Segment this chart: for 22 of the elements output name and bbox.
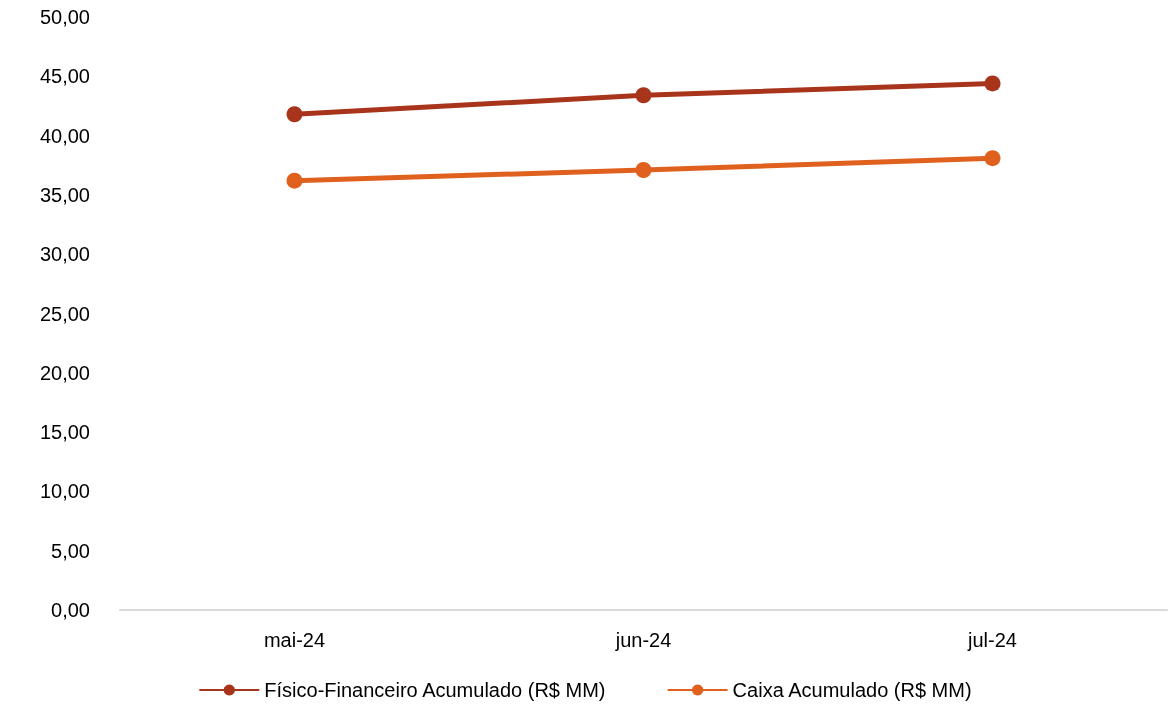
y-tick-label: 45,00 <box>39 65 90 88</box>
point <box>984 150 1001 167</box>
point <box>635 87 652 104</box>
y-tick-label: 25,00 <box>39 302 90 325</box>
y-tick-label: 15,00 <box>39 421 90 444</box>
y-tick-label: 35,00 <box>39 183 90 206</box>
legend-label: Físico-Financeiro Acumulado (R$ MM) <box>264 679 606 701</box>
y-tick-label: 5,00 <box>51 539 90 562</box>
legend-label: Caixa Acumulado (R$ MM) <box>732 679 972 701</box>
x-tick-label: jul-24 <box>967 629 1017 651</box>
point <box>635 162 652 178</box>
y-tick-label: 50,00 <box>39 6 90 28</box>
y-tick-label: 30,00 <box>39 243 90 266</box>
x-tick-label: jun-24 <box>614 629 672 651</box>
point <box>984 75 1001 92</box>
y-tick-label: 10,00 <box>39 480 90 503</box>
x-tick-label: mai-24 <box>263 629 326 651</box>
y-tick-label: 20,00 <box>39 361 90 384</box>
point <box>286 106 303 123</box>
point <box>286 172 303 189</box>
y-tick-label: 40,00 <box>39 124 90 147</box>
y-tick-label: 0,00 <box>51 599 90 621</box>
